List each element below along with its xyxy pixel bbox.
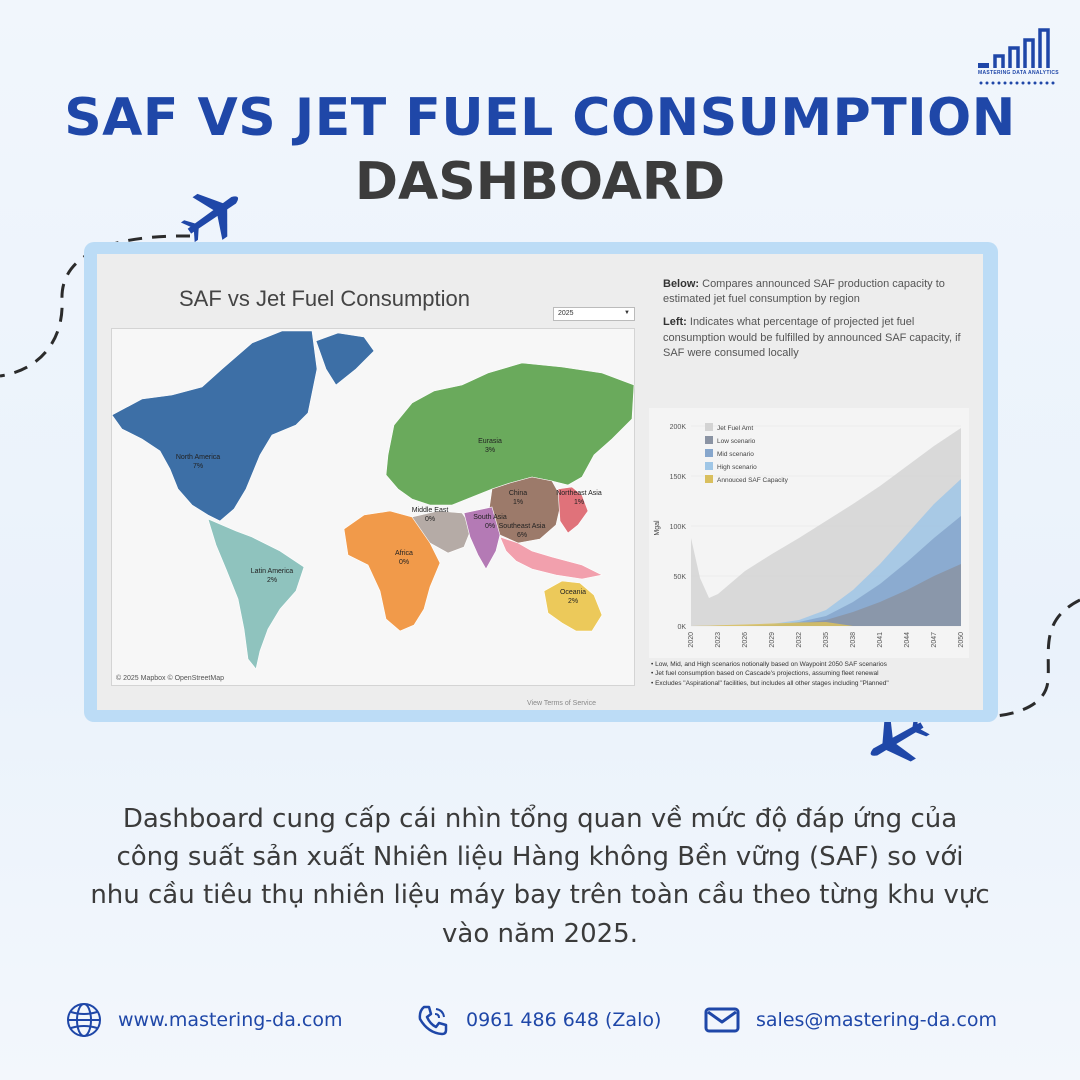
legend-label: Low scenario [717, 438, 756, 445]
region-southeast-asia[interactable] [499, 536, 603, 580]
dashboard-title: SAF vs Jet Fuel Consumption [179, 286, 471, 311]
region-label: Southeast Asia [499, 523, 546, 530]
region-eurasia[interactable] [385, 362, 635, 506]
chart-notes: Low, Mid, and High scenarios notionally … [651, 660, 981, 688]
contact-email[interactable]: sales@mastering-da.com [704, 1000, 997, 1040]
x-tick-label: 2044 [904, 632, 911, 648]
region-pct: 0% [485, 523, 495, 530]
y-tick-label: 150K [670, 474, 687, 481]
year-dropdown[interactable]: 2025 ▼ [553, 307, 635, 321]
logo-text: MASTERING DATA ANALYTICS [978, 70, 1059, 76]
desc-left-label: Left: [663, 316, 687, 329]
area-chart-svg: 0K 50K 100K 150K 200K 2020 2023 2026 2029 2032 203… [654, 423, 965, 648]
dashboard-description: Below: Compares announced SAF production… [663, 277, 963, 361]
desc-left-text: Indicates what percentage of projected j… [663, 316, 961, 359]
desc-below-text: Compares announced SAF production capaci… [663, 278, 945, 306]
x-tick-label: 2050 [958, 632, 965, 648]
world-map[interactable]: North America 7% Eurasia 3% Middle East … [111, 328, 635, 686]
contact-website[interactable]: www.mastering-da.com [66, 1000, 342, 1040]
chart-note: Jet fuel consumption based on Cascade's … [651, 669, 981, 678]
dashboard-screenshot: SAF vs Jet Fuel Consumption 2025 ▼ North… [97, 254, 983, 710]
legend-swatch [705, 436, 713, 444]
region-label: Latin America [251, 568, 294, 575]
mail-icon [704, 1007, 740, 1033]
chevron-down-icon: ▼ [624, 310, 630, 316]
region-label: Northeast Asia [556, 490, 602, 497]
phone-icon [418, 1005, 448, 1036]
region-northeast-asia[interactable] [557, 486, 589, 534]
email-text[interactable]: sales@mastering-da.com [756, 1009, 997, 1031]
map-attribution: © 2025 Mapbox © OpenStreetMap [116, 675, 224, 682]
legend-label: Mid scenario [717, 451, 754, 458]
legend-swatch [705, 475, 713, 483]
region-pct: 6% [517, 532, 527, 539]
globe-icon [67, 1003, 101, 1037]
area-chart[interactable]: 0K 50K 100K 150K 200K 2020 2023 2026 2029 2032 203… [649, 408, 969, 658]
legend-label: Jet Fuel Amt [717, 425, 753, 432]
x-tick-label: 2026 [742, 632, 749, 648]
region-pct: 2% [568, 598, 578, 605]
region-pct: 0% [425, 516, 435, 523]
year-dropdown-value: 2025 [558, 310, 574, 317]
page-subtitle: DASHBOARD [354, 152, 726, 212]
page-title: SAF VS JET FUEL CONSUMPTION [64, 88, 1016, 148]
greenland [315, 332, 375, 386]
region-label: South Asia [473, 514, 507, 521]
region-latin-america[interactable] [207, 518, 305, 670]
x-tick-label: 2038 [850, 632, 857, 648]
region-label: Middle East [412, 507, 449, 514]
x-tick-label: 2020 [688, 632, 695, 648]
region-africa[interactable] [343, 510, 441, 632]
chart-note: Low, Mid, and High scenarios notionally … [651, 660, 981, 669]
region-north-america[interactable] [112, 330, 318, 522]
region-label: Africa [395, 550, 413, 557]
x-tick-label: 2041 [877, 632, 884, 648]
region-pct: 3% [485, 447, 495, 454]
region-label: Eurasia [478, 438, 502, 445]
terms-of-service-link[interactable]: View Terms of Service [527, 700, 596, 707]
region-oceania[interactable] [543, 580, 603, 632]
area-series [691, 564, 961, 626]
x-tick-label: 2032 [796, 632, 803, 648]
y-axis-label: Mgal [654, 520, 661, 536]
y-tick-label: 50K [674, 574, 687, 581]
chart-note: Excludes "Aspirational" facilities, but … [651, 679, 981, 688]
region-south-asia[interactable] [463, 506, 501, 570]
region-pct: 7% [193, 463, 203, 470]
legend-label: High scenario [717, 464, 757, 471]
legend-swatch [705, 449, 713, 457]
contact-phone[interactable]: 0961 486 648 (Zalo) [416, 1000, 661, 1040]
x-tick-label: 2047 [931, 632, 938, 648]
region-label: Oceania [560, 589, 586, 596]
region-pct: 1% [513, 499, 523, 506]
x-tick-label: 2023 [715, 632, 722, 648]
legend-swatch [705, 423, 713, 431]
y-tick-label: 100K [670, 524, 687, 531]
phone-text[interactable]: 0961 486 648 (Zalo) [466, 1009, 662, 1031]
region-pct: 0% [399, 559, 409, 566]
legend-swatch [705, 462, 713, 470]
region-label: China [509, 490, 527, 497]
y-tick-label: 0K [677, 624, 686, 631]
area-series [691, 622, 961, 626]
x-tick-label: 2035 [823, 632, 830, 648]
x-tick-label: 2029 [769, 632, 776, 648]
website-text[interactable]: www.mastering-da.com [118, 1009, 343, 1031]
world-map-svg: North America 7% Eurasia 3% Middle East … [112, 330, 635, 670]
desc-below-label: Below: [663, 278, 700, 290]
region-pct: 2% [267, 577, 277, 584]
y-tick-label: 200K [670, 424, 687, 431]
region-label: North America [176, 454, 220, 461]
legend-label: Annouced SAF Capacity [717, 477, 789, 484]
description-paragraph: Dashboard cung cấp cái nhìn tổng quan về… [90, 804, 990, 949]
region-pct: 1% [574, 499, 584, 506]
mastering-da-logo [978, 28, 1055, 85]
